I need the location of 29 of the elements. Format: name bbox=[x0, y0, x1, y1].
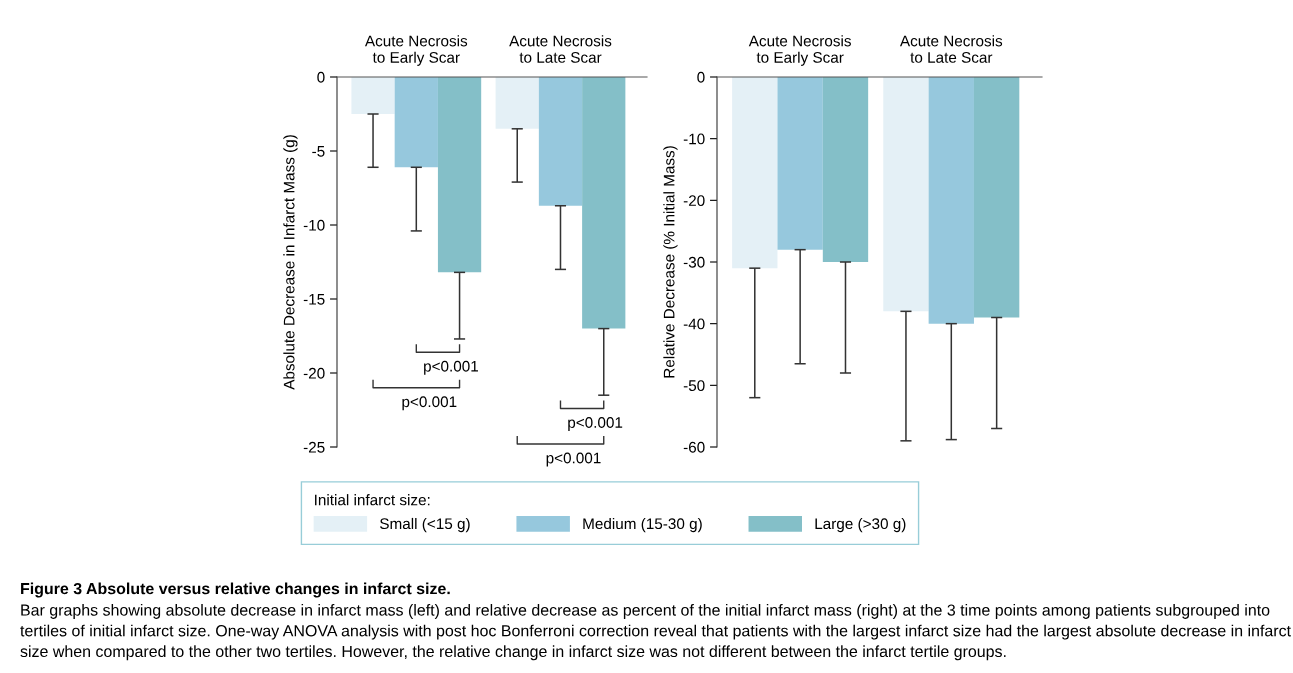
legend-label: Medium (15-30 g) bbox=[583, 517, 702, 533]
y-axis-title: Absolute Decrease in Infarct Mass (g) bbox=[283, 135, 298, 390]
y-tick-label: -25 bbox=[303, 441, 325, 453]
y-tick-label: 0 bbox=[697, 71, 705, 83]
y-tick-label: -5 bbox=[312, 146, 325, 157]
x-tick-label: Acute Necrosis to Early Scar bbox=[748, 35, 851, 66]
text: Bar graphs showing absolute decrease in infarct mass (left) and relative decrease as percent of the initial infarct mass (right) at the 3 time points among patients subgrouped into tertiles of initial infarct size. One-way ANOVA analysis with post hoc Bonferroni correction reveal that patients with the largest infarct size had the largest absolute decrease in infarct size when compared to the other two tertiles. However, the relative change in infarct size was not different between the infarct tertile groups. bbox=[20, 604, 1291, 661]
y-tick-label: -60 bbox=[683, 441, 705, 453]
y-tick-label: -30 bbox=[683, 256, 705, 268]
annotation: p<0.001 bbox=[568, 417, 623, 431]
y-tick-label: -10 bbox=[303, 219, 325, 231]
x-tick-label: Acute Necrosis to Early Scar bbox=[364, 35, 468, 66]
y-tick-label: -20 bbox=[303, 367, 325, 379]
x-tick-label: Acute Necrosis to Late Scar bbox=[509, 35, 612, 63]
y-tick-label: -20 bbox=[683, 195, 705, 207]
annotation: p<0.001 bbox=[402, 396, 457, 411]
y-tick-label: -40 bbox=[683, 318, 705, 330]
legend-title: Initial infarct size: bbox=[315, 494, 430, 506]
legend-label: Large (>30 g) bbox=[815, 517, 906, 533]
y-tick-label: -15 bbox=[303, 294, 325, 305]
y-tick-label: -50 bbox=[683, 380, 705, 392]
y-tick-label: -10 bbox=[683, 133, 705, 145]
annotation: p<0.001 bbox=[424, 360, 478, 375]
y-tick-label: 0 bbox=[317, 71, 325, 83]
text: p<0.001 bbox=[546, 452, 601, 467]
y-axis-title: Relative Decrease (% Initial Mass) bbox=[663, 146, 678, 378]
x-tick-label: Acute Necrosis to Late Scar bbox=[899, 35, 1003, 63]
legend-label: Small (<15 g) bbox=[380, 517, 470, 533]
caption: Figure 3 Absolute versus relative changes in infarct size. bbox=[21, 582, 450, 598]
